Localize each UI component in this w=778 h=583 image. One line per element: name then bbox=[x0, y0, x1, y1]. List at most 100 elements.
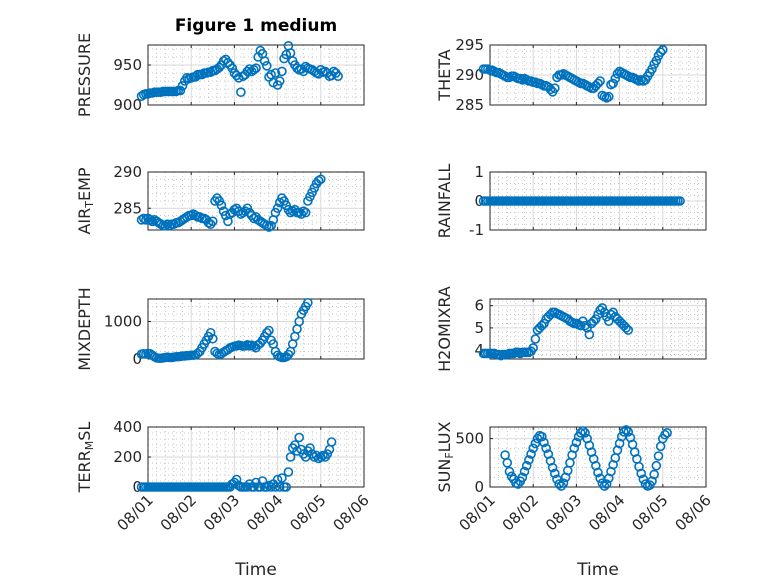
data-point bbox=[203, 217, 214, 228]
data-point bbox=[595, 76, 605, 86]
y-tick-label: 5 bbox=[474, 319, 484, 337]
data-point bbox=[530, 334, 541, 344]
data-point bbox=[623, 325, 634, 335]
x-tick-label: 08/01 bbox=[114, 491, 157, 534]
data-point bbox=[610, 73, 621, 84]
data-point bbox=[593, 309, 603, 320]
data-point bbox=[649, 469, 659, 480]
y-tick-label: 0 bbox=[474, 478, 484, 496]
data-point bbox=[270, 68, 281, 78]
data-point bbox=[558, 478, 569, 488]
data-series bbox=[136, 174, 326, 232]
data-point bbox=[236, 87, 246, 97]
y-tick-label: 285 bbox=[113, 199, 142, 217]
data-point bbox=[500, 450, 510, 460]
data-point bbox=[588, 316, 599, 327]
data-point bbox=[227, 63, 238, 73]
x-tick-label: 08/02 bbox=[157, 491, 200, 534]
data-point bbox=[593, 78, 603, 89]
data-point bbox=[662, 428, 672, 438]
data-point bbox=[597, 303, 608, 313]
data-point bbox=[290, 440, 300, 450]
data-point bbox=[303, 297, 313, 308]
y-axis-label: SUNFLUX bbox=[435, 421, 456, 492]
data-point bbox=[251, 63, 261, 73]
data-point bbox=[608, 307, 618, 318]
data-point bbox=[621, 323, 631, 333]
data-point bbox=[315, 174, 326, 185]
data-point bbox=[647, 64, 657, 74]
data-point bbox=[294, 432, 305, 443]
data-point bbox=[580, 320, 590, 331]
data-point bbox=[214, 62, 225, 73]
subplot-3: 285 290 AIRTEMP bbox=[75, 163, 365, 235]
data-point bbox=[285, 452, 296, 462]
data-point bbox=[287, 206, 298, 216]
data-point bbox=[281, 482, 292, 492]
data-point bbox=[655, 47, 666, 58]
axes-frame bbox=[147, 298, 365, 360]
data-point bbox=[524, 455, 534, 465]
data-point bbox=[261, 220, 272, 231]
data-point bbox=[541, 443, 551, 454]
data-point bbox=[264, 222, 274, 232]
data-point bbox=[305, 443, 315, 453]
data-point bbox=[300, 207, 311, 218]
y-tick-label: 400 bbox=[113, 418, 142, 436]
data-point bbox=[156, 219, 166, 229]
y-tick-label: 6 bbox=[474, 297, 484, 315]
data-point bbox=[565, 458, 575, 468]
data-point bbox=[636, 468, 647, 479]
data-point bbox=[601, 479, 612, 489]
y-tick-label: 1000 bbox=[104, 313, 142, 331]
data-point bbox=[591, 314, 601, 324]
data-point bbox=[259, 56, 270, 66]
axes-frame bbox=[489, 426, 707, 488]
data-point bbox=[160, 220, 171, 231]
data-point bbox=[186, 210, 196, 221]
data-series bbox=[136, 40, 343, 101]
data-point bbox=[539, 437, 549, 448]
x-tick-label: 08/06 bbox=[330, 491, 373, 534]
x-tick-label: 08/03 bbox=[542, 491, 585, 534]
data-point bbox=[599, 481, 610, 491]
data-series bbox=[500, 425, 672, 491]
data-point bbox=[333, 71, 343, 81]
data-point bbox=[575, 320, 586, 331]
x-axis-label: Time bbox=[576, 560, 619, 580]
y-axis-label: PRESSURE bbox=[75, 33, 94, 117]
x-tick-label: 08/04 bbox=[243, 491, 286, 534]
data-point bbox=[277, 473, 287, 483]
data-point bbox=[569, 443, 580, 454]
x-tick-label: 08/01 bbox=[456, 491, 499, 534]
data-point bbox=[229, 204, 240, 215]
data-point bbox=[274, 482, 285, 492]
data-point bbox=[233, 480, 244, 491]
data-point bbox=[584, 329, 595, 340]
data-point bbox=[216, 200, 227, 211]
y-tick-label: 950 bbox=[113, 56, 142, 74]
data-point bbox=[539, 318, 549, 329]
y-tick-label: 500 bbox=[455, 430, 484, 448]
data-point bbox=[526, 449, 536, 459]
grid bbox=[490, 299, 706, 360]
data-series bbox=[478, 196, 685, 206]
data-point bbox=[208, 333, 218, 344]
data-point bbox=[309, 452, 320, 462]
y-axis-label: MIXDEPTH bbox=[75, 287, 94, 370]
data-point bbox=[651, 460, 662, 471]
data-point bbox=[296, 444, 307, 455]
data-point bbox=[255, 482, 266, 492]
data-point bbox=[660, 429, 670, 440]
axes-frame bbox=[147, 171, 365, 231]
y-tick-label: 285 bbox=[455, 96, 484, 114]
data-point bbox=[177, 81, 188, 91]
y-tick-label: 900 bbox=[113, 96, 142, 114]
grid bbox=[490, 45, 706, 105]
data-point bbox=[249, 65, 259, 75]
data-point bbox=[145, 215, 155, 225]
y-tick-label: 1 bbox=[474, 163, 484, 181]
